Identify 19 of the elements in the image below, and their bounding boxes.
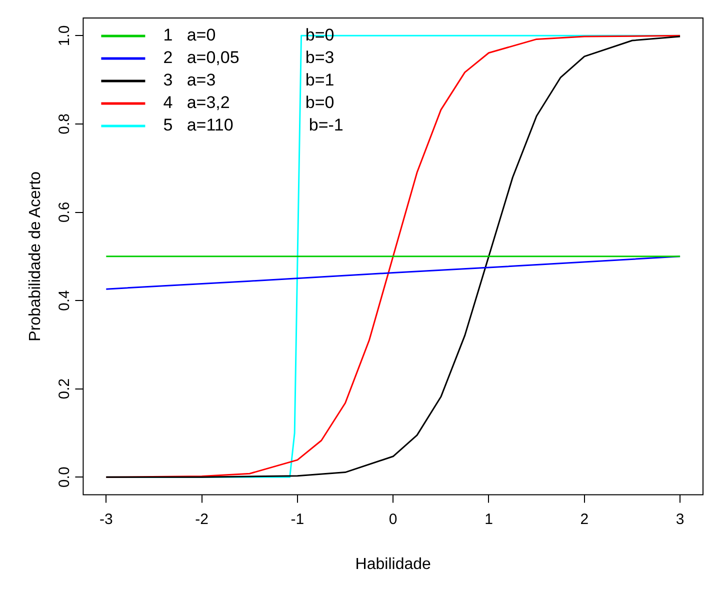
legend-label: 5 a=110 b=-1 xyxy=(163,116,344,135)
legend-label: 3 a=3 b=1 xyxy=(163,70,334,90)
y-tick-label: 0.8 xyxy=(56,114,73,134)
legend-label: 4 a=3,2 b=0 xyxy=(163,93,334,112)
legend-label: 2 a=0,05 b=3 xyxy=(163,48,334,68)
y-tick-label: 0.2 xyxy=(56,378,73,400)
x-tick-label: 3 xyxy=(676,510,684,528)
y-axis-title: Probabilidade de Acerto xyxy=(27,171,44,342)
y-tick-label: 0.4 xyxy=(56,290,73,311)
x-tick-label: 0 xyxy=(388,510,398,528)
y-tick-label: 0.6 xyxy=(56,202,73,223)
x-tick-label: -1 xyxy=(290,510,304,528)
x-tick-label: -2 xyxy=(195,510,208,528)
x-tick-label: -3 xyxy=(99,510,113,528)
y-tick-label: 1.0 xyxy=(56,25,73,46)
x-tick-label: 2 xyxy=(580,510,589,528)
x-tick-label: 1 xyxy=(484,510,493,528)
x-axis-title: Habilidade xyxy=(355,556,432,573)
y-tick-label: 0.0 xyxy=(56,466,73,488)
